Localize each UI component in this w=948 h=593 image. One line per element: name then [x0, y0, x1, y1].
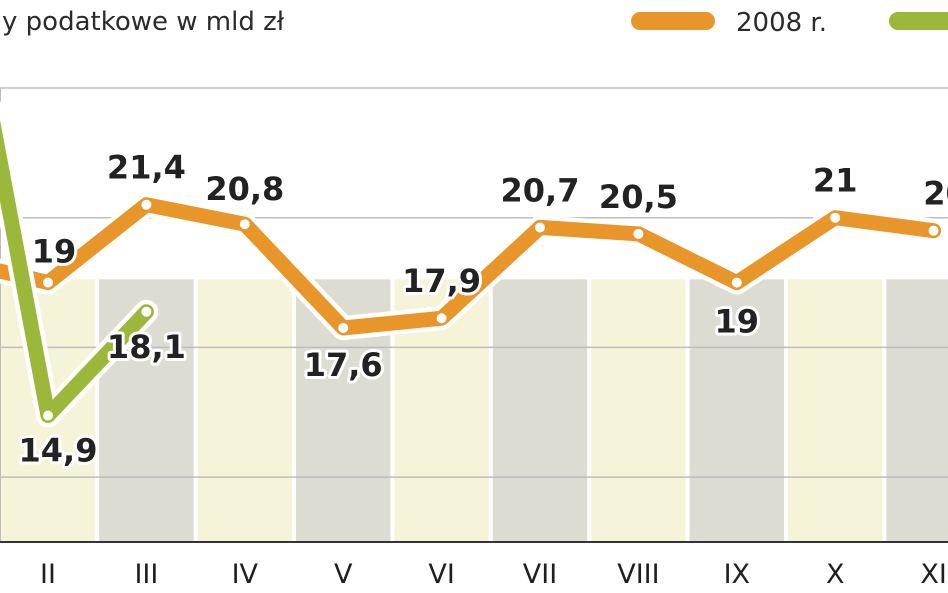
column-band	[689, 279, 784, 542]
data-label-series-2: 14,9	[19, 432, 98, 470]
column-band	[886, 279, 948, 542]
series-2-point	[41, 408, 55, 423]
data-label-2008: 21,4	[107, 149, 186, 187]
column-band	[788, 279, 883, 542]
series-2008-point	[828, 210, 843, 225]
series-2008-point	[336, 320, 351, 335]
data-label-2008: 20,7	[501, 171, 580, 209]
series-2008-point	[434, 311, 449, 326]
column-band	[492, 279, 588, 542]
series-2008-point	[237, 217, 252, 232]
data-label-2008: 20,8	[205, 170, 284, 208]
series-2008-point	[631, 226, 646, 241]
data-labels: 19 21,4 20,8 17,6 17,9 20,7 20,5 19 21 20, 14,9 18,…	[16, 146, 948, 473]
x-tick-label: XI	[920, 559, 946, 590]
series-2008-point	[926, 223, 941, 238]
data-label-2008: 17,6	[304, 346, 383, 384]
legend-label-2008: 2008 r.	[736, 8, 827, 38]
series-2008-point	[41, 275, 55, 290]
x-tick-label: II	[40, 559, 56, 590]
column-band	[591, 279, 686, 542]
data-label-2008: 19	[715, 303, 760, 341]
series-lines	[0, 100, 946, 428]
data-label-2008: 19	[32, 233, 77, 271]
data-label-2008: 17,9	[402, 262, 481, 300]
data-label-2008: 20,5	[599, 178, 678, 216]
x-tick-label: X	[826, 559, 845, 590]
x-tick-label: VIII	[617, 559, 659, 590]
x-tick-label: IV	[232, 559, 259, 590]
series-2008-point	[533, 220, 547, 235]
x-tick-label: VII	[523, 559, 557, 590]
x-tick-label: IX	[724, 559, 750, 590]
series-2008-point	[139, 197, 154, 212]
x-tick-label: V	[334, 559, 353, 590]
data-label-series-2: 18,1	[107, 328, 186, 366]
series-2-point	[139, 304, 154, 319]
column-band	[197, 279, 292, 542]
x-tick-label: III	[134, 559, 158, 590]
series-2008-point	[729, 275, 744, 290]
x-tick-label: VI	[428, 559, 454, 590]
x-tick-labels: II III IV V VI VII VIII IX X XI	[40, 559, 947, 590]
chart-title: y podatkowe w mld zł	[2, 7, 285, 37]
data-label-2008: 21	[813, 162, 858, 200]
data-label-2008: 20,	[923, 175, 948, 213]
legend: 2008 r.	[631, 8, 948, 38]
